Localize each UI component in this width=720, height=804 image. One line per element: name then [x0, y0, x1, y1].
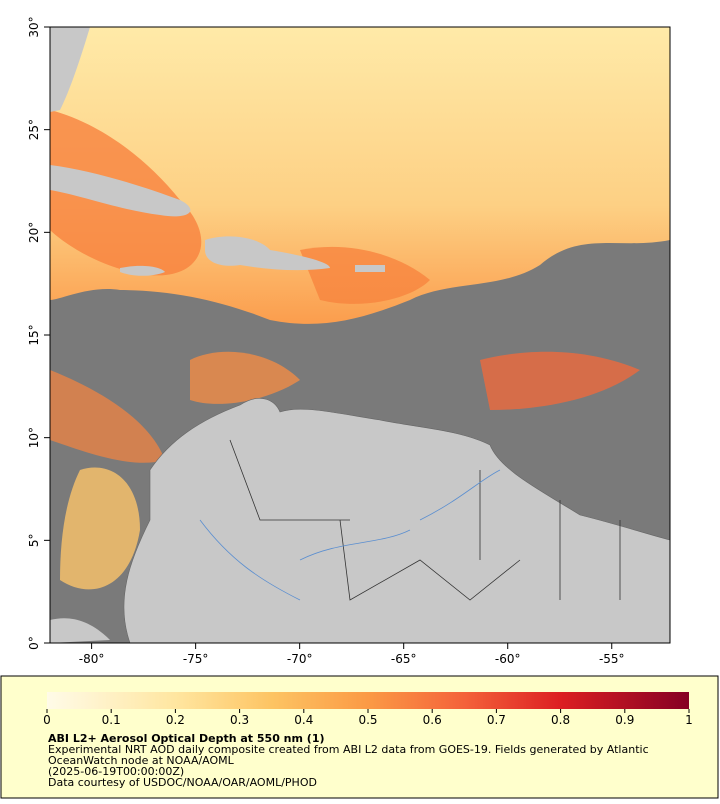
- y-tick-label: 15°: [27, 324, 41, 345]
- colorbar: [47, 692, 689, 709]
- colorbar-tick-label: 0.4: [294, 713, 313, 727]
- axes: -80° -75° -70° -65° -60° -55° 0° 5° 10° 15° 20° 25°…: [27, 16, 625, 666]
- caption-line: Experimental NRT AOD daily composite cre…: [48, 743, 649, 756]
- colorbar-tick-label: 0.2: [166, 713, 185, 727]
- x-tick-label: -75°: [183, 652, 209, 666]
- colorbar-tick-label: 0.5: [358, 713, 377, 727]
- colorbar-tick-label: 0.9: [615, 713, 634, 727]
- caption-line: (2025-06-19T00:00:00Z): [48, 765, 184, 778]
- colorbar-tick-label: 0: [43, 713, 51, 727]
- rivers: [199, 469, 501, 601]
- y-tick-label: 0°: [27, 636, 41, 650]
- caption-line: OceanWatch node at NOAA/AOML: [48, 754, 235, 767]
- y-tick-label: 5°: [27, 534, 41, 548]
- hispaniola: [205, 236, 330, 271]
- y-tick-label: 25°: [27, 119, 41, 140]
- puerto-rico: [355, 265, 385, 272]
- colorbar-axis: 0 0.1 0.2 0.3 0.4 0.5 0.6 0.7 0.8 0.9 1: [43, 709, 693, 727]
- map-area: [50, 27, 670, 643]
- caption-line: Data courtesy of USDOC/NOAA/OAR/AOML/PHO…: [48, 776, 317, 789]
- jamaica: [120, 265, 165, 276]
- x-tick-label: -80°: [79, 652, 105, 666]
- south-america: [123, 398, 670, 643]
- y-tick-label: 10°: [27, 427, 41, 448]
- x-tick-label: -55°: [599, 652, 625, 666]
- florida: [50, 27, 90, 112]
- x-tick-label: -60°: [495, 652, 521, 666]
- aerosol-plume: [300, 246, 430, 304]
- aerosol-plume: [60, 467, 140, 590]
- y-tick-label: 20°: [27, 222, 41, 243]
- x-tick-label: -65°: [391, 652, 417, 666]
- borders: [229, 439, 621, 601]
- cuba: [50, 165, 191, 217]
- panama: [50, 618, 110, 643]
- aerosol-plume: [50, 370, 165, 463]
- aerosol-plume: [190, 351, 300, 404]
- colorbar-tick-label: 0.3: [230, 713, 249, 727]
- caption-title: ABI L2+ Aerosol Optical Depth at 550 nm …: [48, 732, 325, 745]
- aerosol-plume: [480, 351, 640, 410]
- colorbar-tick-label: 1: [685, 713, 693, 727]
- colorbar-tick-label: 0.6: [423, 713, 442, 727]
- colorbar-tick-label: 0.8: [551, 713, 570, 727]
- x-tick-label: -70°: [287, 652, 313, 666]
- colorbar-tick-label: 0.1: [102, 713, 121, 727]
- colorbar-tick-label: 0.7: [487, 713, 506, 727]
- y-tick-label: 30°: [27, 16, 41, 37]
